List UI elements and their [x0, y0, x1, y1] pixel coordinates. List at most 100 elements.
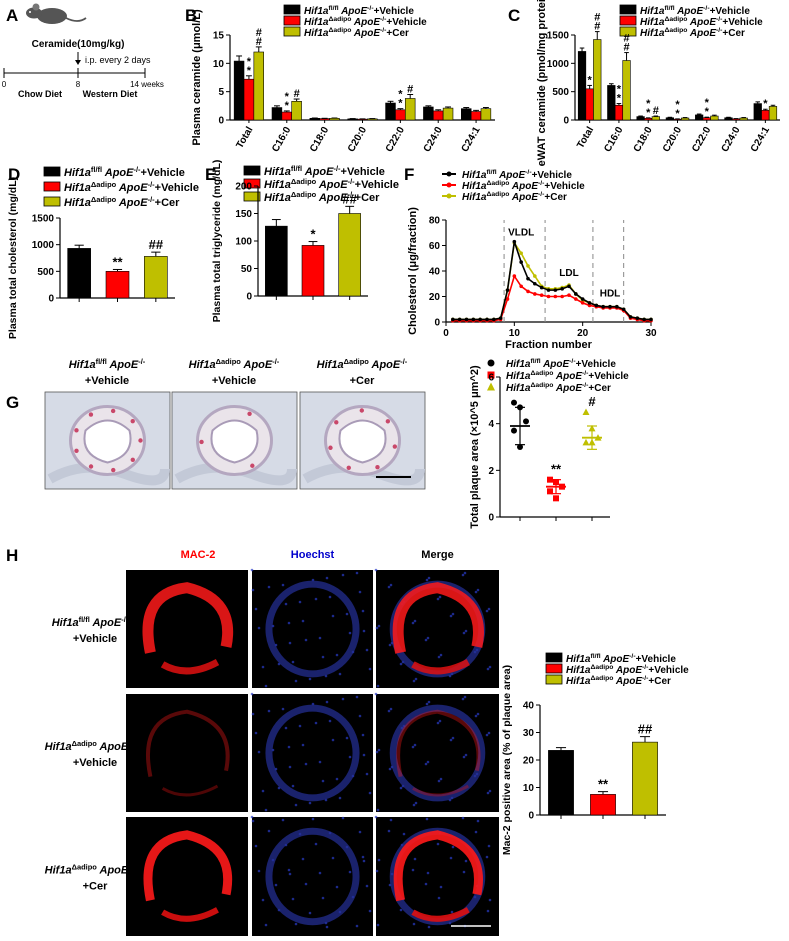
nuclei-dot [424, 762, 428, 766]
histology-treatment-label: +Cer [350, 375, 375, 387]
nuclei-dot [411, 745, 415, 749]
nuclei-dot [488, 898, 492, 902]
x-tick-label: C24:0 [720, 125, 743, 154]
nuclei-dot [413, 857, 417, 861]
label-span: -/- [121, 615, 129, 624]
legend-swatch [243, 191, 261, 202]
legend-marker [487, 371, 495, 379]
nuclei-dot [338, 672, 342, 676]
mac2-stain [142, 582, 234, 654]
nuclear-ring [265, 580, 360, 678]
bar [548, 750, 574, 816]
label-span: ApoE [687, 28, 716, 39]
x-tick-label: Total [575, 125, 596, 151]
nuclei-dot [355, 571, 359, 575]
nuclei-dot [387, 585, 391, 589]
bar [105, 271, 130, 299]
label-span: -/- [569, 358, 575, 365]
nuclei-dot [288, 641, 292, 645]
y-axis-title: Plasma total triglyceride (mg/dL) [211, 160, 223, 323]
data-point [553, 495, 559, 502]
bar [338, 213, 361, 297]
nuclei-dot [449, 856, 453, 860]
nuclei-dot [301, 619, 305, 623]
label-span: -/- [538, 191, 544, 198]
legend-label: Hif1aΔadipo ApoE-/-+Cer [640, 27, 745, 39]
y-axis-title: Plasma total cholesterol (mg/dL) [7, 177, 19, 339]
x-tick-label: 10 [509, 328, 521, 339]
y-tick-label: 500 [37, 267, 54, 278]
peak-label-ldl: LDL [559, 268, 578, 279]
label-span: Hif1a [566, 665, 591, 676]
nuclei-dot [389, 818, 393, 822]
nuclei-dot [485, 609, 489, 613]
schedule-label: i.p. every 2 days [85, 55, 151, 65]
fluorescence-image [126, 817, 248, 936]
label-span: fl/fl [91, 165, 102, 174]
nuclei-dot [375, 869, 379, 873]
legend-marker [487, 359, 495, 367]
label-span: Hif1a [566, 676, 591, 687]
data-point [492, 317, 496, 322]
label-span: fl/fl [664, 5, 674, 12]
label-span: +Cer [544, 192, 567, 203]
histology-image [44, 391, 171, 490]
bar [622, 60, 631, 121]
nuclei-dot [388, 643, 392, 647]
label-span: Δadipo [72, 739, 98, 748]
legend-label: Hif1afl/fl ApoE-/-+Vehicle [462, 169, 572, 181]
significance-mark: * [398, 98, 403, 110]
legend-marker [487, 382, 495, 391]
data-point [615, 304, 619, 309]
nuclei-dot [274, 883, 278, 887]
fluorescence-treatment-label: +Vehicle [73, 633, 117, 645]
bar [739, 117, 748, 121]
nuclei-dot [486, 791, 490, 795]
y-tick-label: 5 [218, 87, 224, 98]
nuclei-dot [257, 869, 261, 873]
nuclei-dot [387, 829, 391, 833]
label-span: ApoE [497, 170, 526, 181]
nuclei-dot [485, 733, 489, 737]
nuclei-dot [321, 779, 325, 783]
panel-label-f: F [404, 165, 414, 184]
nuclei-dot [412, 679, 416, 683]
nuclei-dot [427, 700, 431, 704]
nuclei-dot [439, 885, 443, 889]
y-axis-title: eWAT ceramide (pmol/mg protein) [536, 0, 548, 166]
significance-mark: * [285, 91, 290, 103]
nuclei-dot [250, 692, 254, 696]
nuclei-dot [261, 898, 265, 902]
nuclear-ring [389, 704, 486, 802]
bar [423, 106, 434, 121]
legend-swatch [283, 15, 301, 26]
legend-label: Hif1aΔadipo ApoE-/-+Cer [566, 675, 671, 687]
nuclei-dot [261, 665, 265, 669]
fluorescence-image [126, 570, 248, 688]
label-span: -/- [525, 169, 531, 176]
nuclei-dot [348, 870, 352, 874]
significance-mark: # [588, 394, 596, 409]
label-span: -/- [148, 195, 156, 204]
significance-mark: # [623, 42, 629, 54]
nuclei-dot [250, 815, 254, 819]
histology-image [171, 391, 298, 490]
legend-swatch [243, 165, 261, 176]
data-point [628, 315, 633, 319]
nuclei-dot [250, 568, 254, 572]
fluorescence-group-label: Hif1afl/fl ApoE-/- [52, 615, 129, 629]
label-span: ApoE [509, 181, 538, 192]
legend-swatch [545, 663, 563, 674]
lipid-stain [359, 408, 365, 413]
nuclei-dot [488, 789, 492, 793]
nuclei-dot [439, 653, 443, 657]
nuclei-dot [437, 896, 441, 900]
data-point [511, 399, 517, 406]
nuclei-dot [288, 872, 292, 876]
bar [768, 106, 778, 121]
nuclei-dot [304, 638, 308, 642]
legend-swatch [283, 4, 301, 15]
y-tick-label: 0 [434, 318, 440, 329]
bar [291, 101, 302, 121]
y-tick-label: 50 [241, 264, 253, 275]
